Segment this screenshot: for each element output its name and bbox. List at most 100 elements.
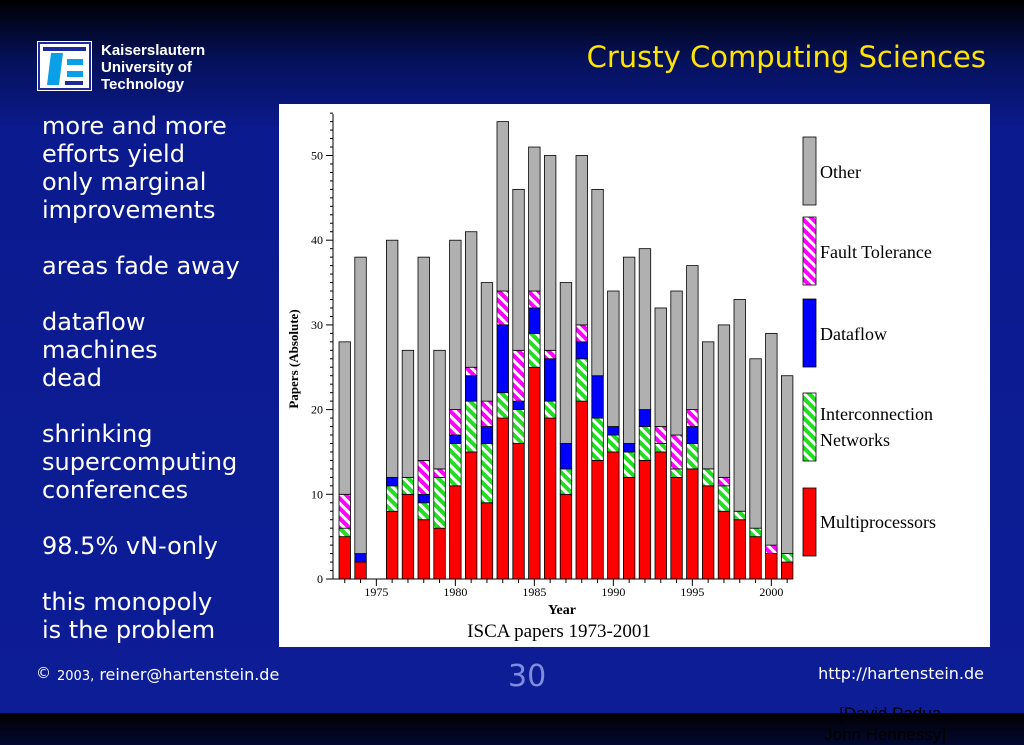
bar-multiprocessors-1994: [670, 476, 683, 580]
bar-multiprocessors-2001: [780, 561, 794, 580]
university-name-line3: Technology: [101, 76, 185, 93]
footer-email[interactable]: reiner@hartenstein.de: [99, 665, 280, 684]
bar-multiprocessors-1989: [591, 460, 604, 580]
bar-interconnection-networks-1991: [622, 451, 636, 478]
bar-interconnection-networks-1979: [433, 476, 446, 529]
bar-interconnection-networks-1977: [401, 476, 415, 495]
bar-multiprocessors-1997: [717, 510, 731, 580]
bar-dataflow-1981: [464, 375, 478, 402]
footer-copyright: © 2003, reiner@hartenstein.de: [36, 664, 279, 684]
bar-other-1986: [543, 155, 557, 351]
bar-other-1998: [733, 299, 746, 512]
bar-other-1980: [449, 239, 462, 410]
source-credit: [David Padua, John Hennessy]: [824, 703, 946, 745]
bar-fault-tolerance-1980: [449, 409, 462, 436]
bar-fault-tolerance-1982: [480, 400, 494, 427]
y-tick-label: 0: [317, 572, 323, 586]
bar-multiprocessors-1985: [528, 366, 541, 580]
y-tick-label: 50: [311, 149, 323, 163]
bullet-item: areas fade away: [42, 252, 240, 280]
bar-multiprocessors-1992: [638, 460, 652, 580]
bar-dataflow-1989: [591, 375, 604, 419]
bar-other-1997: [717, 324, 731, 478]
bar-other-1974: [354, 256, 367, 554]
bullet-item: dataflow machines dead: [42, 308, 158, 392]
bar-dataflow-1995: [686, 426, 699, 444]
bar-interconnection-networks-1984: [512, 409, 525, 444]
bar-dataflow-1978: [417, 493, 430, 504]
bar-interconnection-networks-1999: [749, 527, 762, 538]
bullet-list: more and more efforts yield only margina…: [42, 112, 282, 672]
bar-dataflow-1985: [528, 307, 541, 334]
x-tick-label: 2000: [759, 585, 783, 599]
legend-label-interconnection-networks: Networks: [820, 430, 890, 450]
bar-other-1993: [654, 307, 667, 427]
bar-other-1996: [701, 341, 715, 470]
bar-fault-tolerance-1981: [464, 366, 478, 377]
bar-multiprocessors-1986: [543, 417, 557, 580]
legend-swatch-fault-tolerance: [802, 216, 817, 286]
y-tick-label: 40: [311, 233, 323, 247]
bar-other-1973: [338, 341, 351, 495]
x-tick-label: 1975: [364, 585, 388, 599]
bullet-item: 98.5% vN-only: [42, 532, 218, 560]
legend-label-dataflow: Dataflow: [820, 324, 887, 344]
credit-line2: John Hennessy]: [824, 725, 946, 744]
bar-interconnection-networks-1978: [417, 502, 430, 521]
bar-fault-tolerance-1983: [496, 290, 509, 326]
bar-interconnection-networks-1985: [528, 332, 541, 368]
bar-multiprocessors-1999: [749, 536, 762, 580]
bar-fault-tolerance-1985: [528, 290, 541, 309]
bar-interconnection-networks-1990: [607, 434, 620, 453]
bullet-item: more and more efforts yield only margina…: [42, 112, 227, 224]
bar-fault-tolerance-1984: [512, 349, 525, 402]
bar-fault-tolerance-1973: [338, 493, 351, 529]
bar-interconnection-networks-1981: [464, 400, 478, 453]
slide-title: Crusty Computing Sciences: [586, 40, 986, 74]
university-name-line1: Kaiserslautern: [101, 42, 206, 59]
bar-other-1978: [417, 256, 430, 461]
legend-swatch-other: [802, 136, 817, 206]
bar-interconnection-networks-1976: [386, 485, 399, 512]
bar-interconnection-networks-1983: [496, 392, 509, 419]
bar-other-1976: [386, 239, 399, 478]
bar-multiprocessors-1983: [496, 417, 509, 580]
bar-multiprocessors-1998: [733, 519, 746, 580]
bar-other-1977: [401, 349, 415, 478]
bar-interconnection-networks-1994: [670, 468, 683, 478]
bar-fault-tolerance-1993: [654, 426, 667, 444]
bar-other-1991: [622, 256, 636, 444]
bar-multiprocessors-1979: [433, 527, 446, 580]
legend-label-fault-tolerance: Fault Tolerance: [820, 242, 932, 262]
bar-other-1988: [575, 155, 588, 326]
bar-dataflow-1983: [496, 324, 509, 394]
bar-fault-tolerance-1979: [433, 468, 446, 478]
bar-multiprocessors-1993: [654, 451, 667, 580]
bar-dataflow-1984: [512, 400, 525, 411]
legend-label-interconnection-networks: Interconnection: [820, 404, 933, 424]
bar-interconnection-networks-1973: [338, 527, 351, 538]
bullet-item: shrinking supercomputing conferences: [42, 420, 238, 504]
page-number: 30: [508, 659, 547, 694]
bar-fault-tolerance-2000: [765, 544, 778, 554]
bar-interconnection-networks-1988: [575, 358, 588, 402]
university-name-line2: University of: [101, 59, 192, 76]
bar-multiprocessors-1987: [559, 493, 573, 580]
bullet-item: this monopoly is the problem: [42, 588, 216, 644]
bar-interconnection-networks-2001: [780, 553, 794, 563]
bar-multiprocessors-1995: [686, 468, 699, 580]
bar-multiprocessors-1982: [480, 502, 494, 580]
bar-other-1992: [638, 248, 652, 410]
bar-dataflow-1987: [559, 443, 573, 470]
bar-dataflow-1982: [480, 426, 494, 444]
bar-other-1994: [670, 290, 683, 436]
bar-multiprocessors-1974: [354, 561, 367, 580]
x-tick-label: 1985: [522, 585, 546, 599]
copyright-symbol: ©: [36, 664, 51, 682]
footer-url[interactable]: http://hartenstein.de: [818, 664, 984, 683]
bar-dataflow-1992: [638, 409, 652, 427]
bar-other-1985: [528, 146, 541, 292]
bar-dataflow-1976: [386, 476, 399, 487]
x-tick-label: 1980: [443, 585, 467, 599]
legend-swatch-interconnection-networks: [802, 392, 817, 462]
